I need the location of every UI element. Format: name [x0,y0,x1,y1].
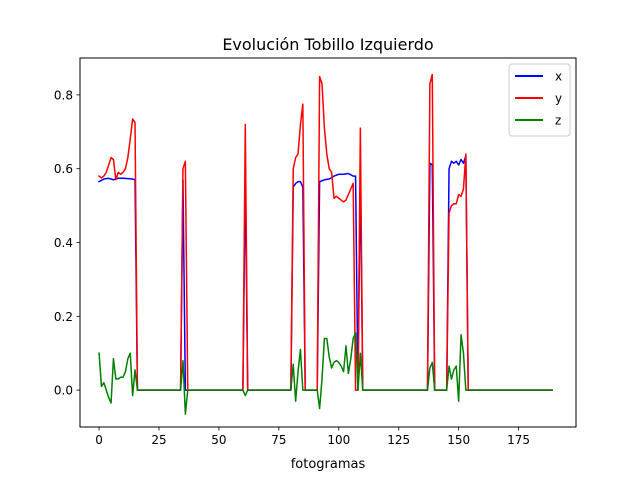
legend-label-y: y [555,92,562,106]
x-tick-label: 125 [387,433,410,447]
x-tick-label: 25 [151,433,166,447]
y-tick-label: 0.0 [54,384,73,398]
legend-label-z: z [555,114,561,128]
legend: xyz [508,63,571,137]
x-tick-label: 0 [95,433,103,447]
y-tick-label: 0.8 [54,88,73,102]
legend-box [508,63,571,137]
ticks: 0 25 50 75 100 125 150 175 0.0 0.2 0.4 0.6 0.8 [54,88,530,447]
y-tick-label: 0.2 [54,310,73,324]
x-axis-label: fotogramas [291,457,366,472]
legend-label-x: x [555,70,562,84]
y-tick-label: 0.6 [54,162,73,176]
x-tick-label: 100 [327,433,350,447]
x-tick-label: 175 [507,433,530,447]
series-line-z [98,332,553,415]
x-tick-label: 150 [447,433,470,447]
x-tick-label: 50 [211,433,226,447]
y-tick-label: 0.4 [54,236,73,250]
plot-area [98,73,553,415]
x-tick-label: 75 [271,433,286,447]
chart-title: Evolución Tobillo Izquierdo [222,35,433,54]
